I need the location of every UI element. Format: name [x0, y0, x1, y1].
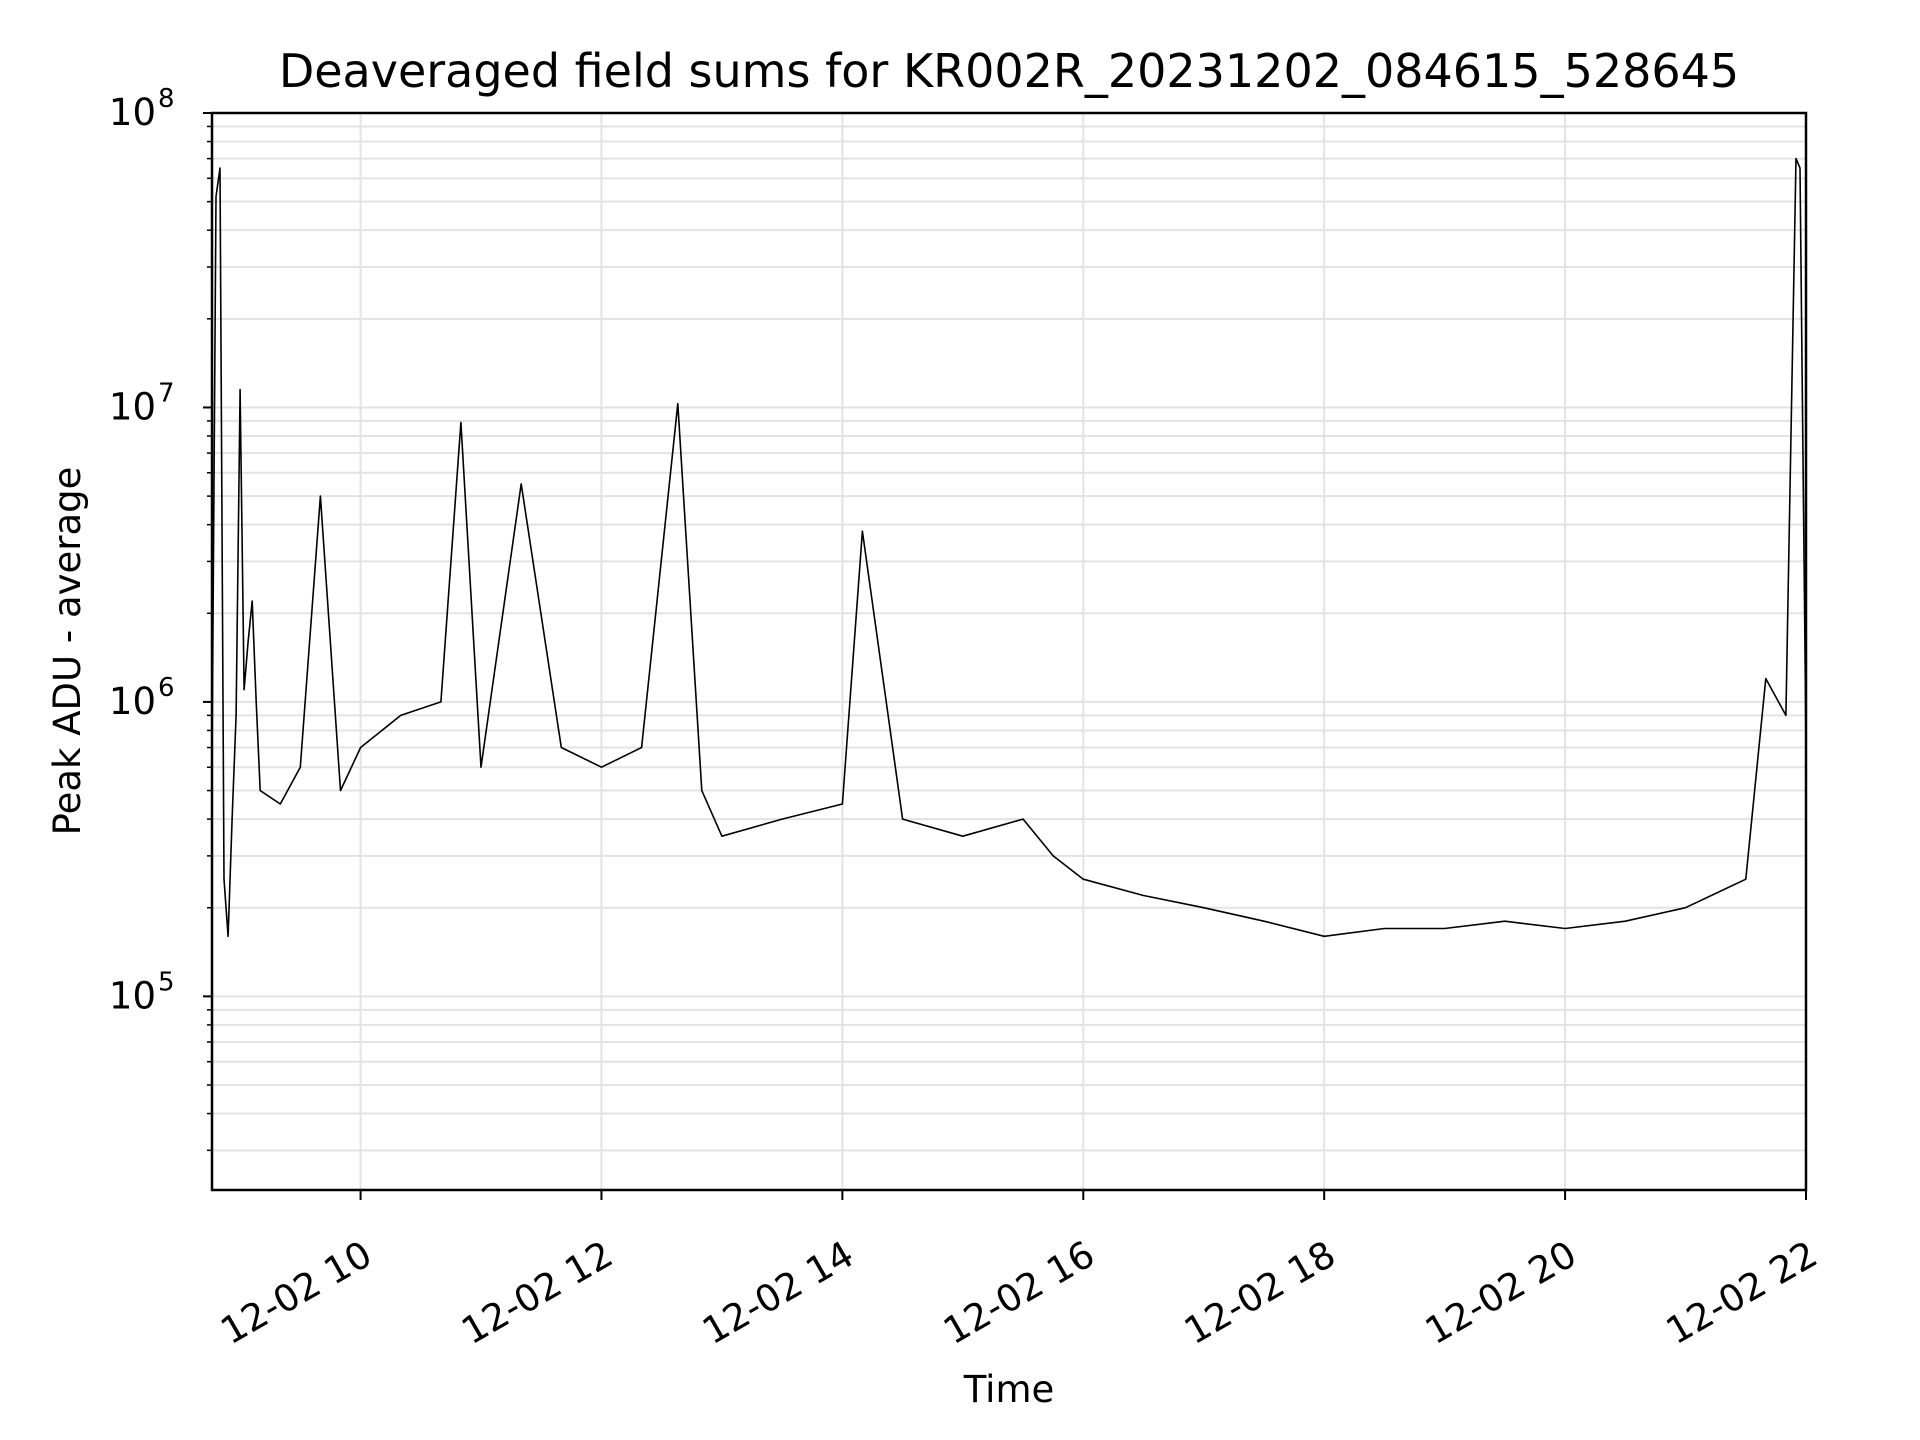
y-tick-label-exponent: 6 — [158, 673, 175, 703]
y-tick-label: 10 — [109, 91, 156, 134]
y-tick-label: 10 — [109, 385, 156, 428]
y-tick-label-exponent: 8 — [158, 84, 175, 114]
x-axis-label: Time — [963, 1368, 1055, 1411]
series-line-0 — [211, 157, 1807, 938]
plot-frame — [210, 111, 1808, 1192]
y-tick-label-exponent: 5 — [158, 967, 175, 997]
chart-title: Deaveraged field sums for KR002R_2023120… — [279, 44, 1739, 98]
y-tick-label-exponent: 7 — [158, 378, 175, 408]
y-tick-label: 10 — [109, 974, 156, 1017]
y-axis-label: Peak ADU - average — [46, 467, 89, 836]
y-tick-label: 10 — [109, 680, 156, 723]
series-layer — [211, 157, 1807, 938]
grid-layer — [212, 112, 1807, 1190]
